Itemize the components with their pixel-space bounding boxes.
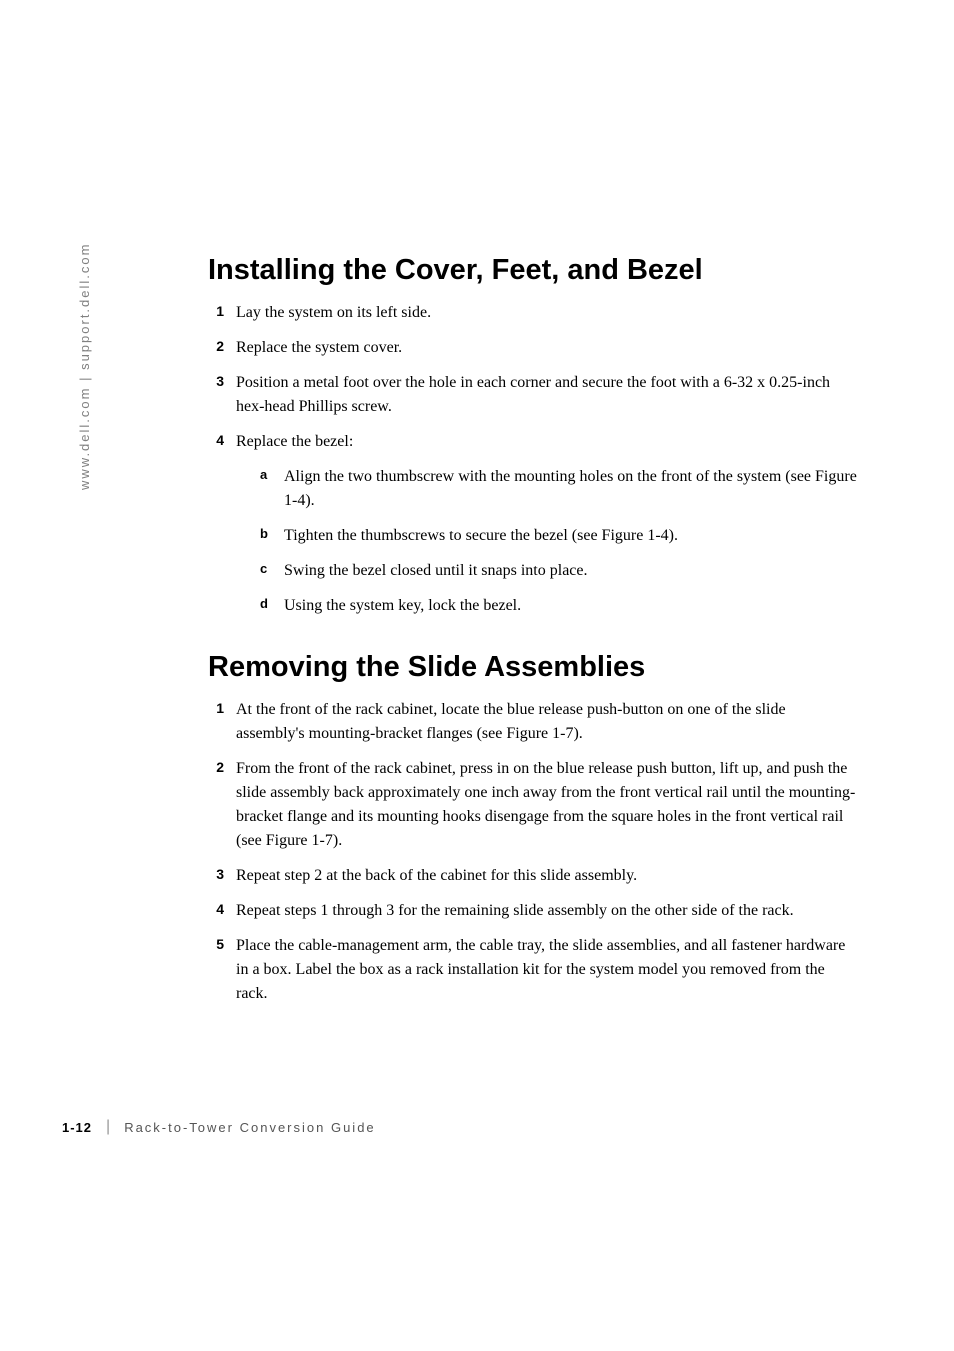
item-text: Repeat step 2 at the back of the cabinet… [236, 864, 858, 888]
sub-item: b Tighten the thumbscrews to secure the … [260, 524, 858, 548]
sub-text: Using the system key, lock the bezel. [284, 594, 858, 618]
item-text: Replace the bezel: a Align the two thumb… [236, 430, 858, 618]
item-text: Position a metal foot over the hole in e… [236, 371, 858, 419]
sub-letter: c [260, 559, 284, 583]
item-number: 4 [208, 430, 236, 618]
sub-item: a Align the two thumbscrew with the moun… [260, 465, 858, 513]
page-footer: 1-12 | Rack-to-Tower Conversion Guide [62, 1118, 376, 1136]
item-number: 3 [208, 371, 236, 419]
sub-letter: a [260, 465, 284, 513]
list-item: 1 Lay the system on its left side. [208, 301, 858, 325]
item-number: 1 [208, 301, 236, 325]
item-number: 5 [208, 934, 236, 1006]
footer-divider: | [106, 1118, 110, 1136]
item-number: 2 [208, 336, 236, 360]
list-item: 2 Replace the system cover. [208, 336, 858, 360]
footer-title: Rack-to-Tower Conversion Guide [124, 1120, 375, 1135]
item-text: Repeat steps 1 through 3 for the remaini… [236, 899, 858, 923]
sub-text: Swing the bezel closed until it snaps in… [284, 559, 858, 583]
item-text: Replace the system cover. [236, 336, 858, 360]
item-number: 2 [208, 757, 236, 853]
sidebar-url: www.dell.com | support.dell.com [77, 243, 92, 490]
list-item: 4 Repeat steps 1 through 3 for the remai… [208, 899, 858, 923]
item-number: 4 [208, 899, 236, 923]
sub-item: d Using the system key, lock the bezel. [260, 594, 858, 618]
sub-text: Align the two thumbscrew with the mounti… [284, 465, 858, 513]
item-text: Lay the system on its left side. [236, 301, 858, 325]
item-text: From the front of the rack cabinet, pres… [236, 757, 858, 853]
main-content: Installing the Cover, Feet, and Bezel 1 … [208, 254, 858, 1017]
list-item: 3 Position a metal foot over the hole in… [208, 371, 858, 419]
sub-letter: d [260, 594, 284, 618]
list-item: 3 Repeat step 2 at the back of the cabin… [208, 864, 858, 888]
list-item: 2 From the front of the rack cabinet, pr… [208, 757, 858, 853]
section-heading-1: Installing the Cover, Feet, and Bezel [208, 254, 858, 287]
sub-item: c Swing the bezel closed until it snaps … [260, 559, 858, 583]
item-number: 3 [208, 864, 236, 888]
sub-letter: b [260, 524, 284, 548]
list-item: 5 Place the cable-management arm, the ca… [208, 934, 858, 1006]
item-text: At the front of the rack cabinet, locate… [236, 698, 858, 746]
sub-text: Tighten the thumbscrews to secure the be… [284, 524, 858, 548]
section-heading-2: Removing the Slide Assemblies [208, 651, 858, 684]
list-item: 1 At the front of the rack cabinet, loca… [208, 698, 858, 746]
item-number: 1 [208, 698, 236, 746]
list-item: 4 Replace the bezel: a Align the two thu… [208, 430, 858, 618]
item-text-content: Replace the bezel: [236, 433, 353, 450]
page-number: 1-12 [62, 1120, 92, 1135]
item-text: Place the cable-management arm, the cabl… [236, 934, 858, 1006]
